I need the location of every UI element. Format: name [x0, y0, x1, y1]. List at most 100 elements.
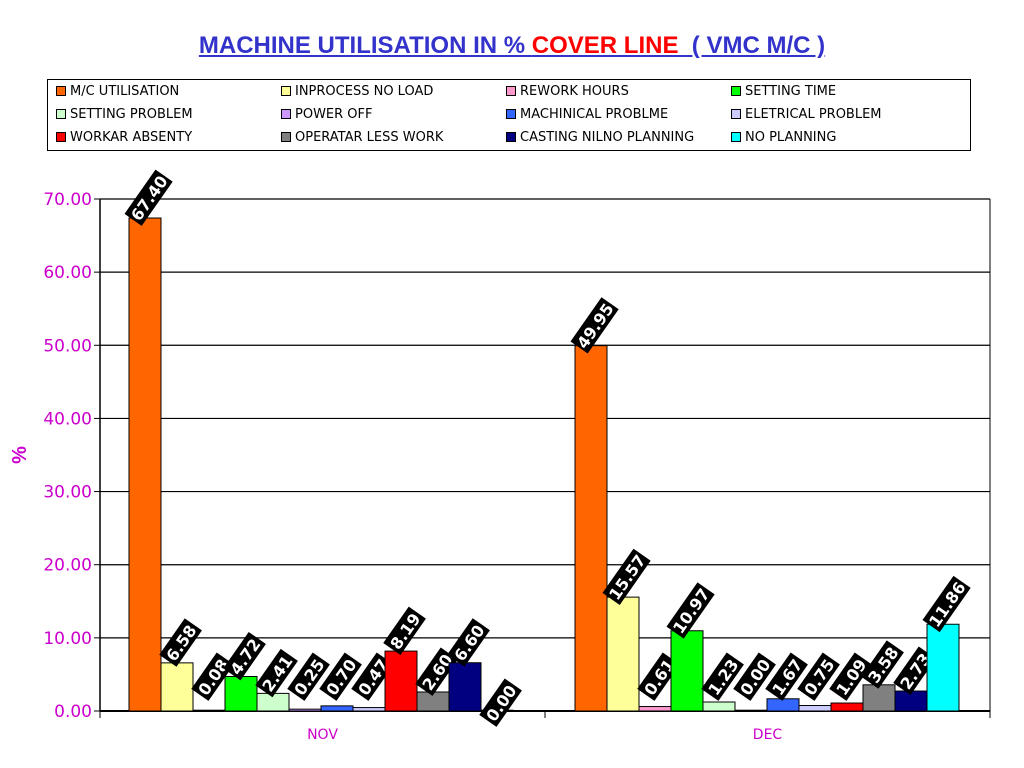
legend-item: SETTING PROBLEM — [56, 104, 193, 124]
y-tick-label: 30.00 — [43, 483, 92, 503]
data-label-box — [666, 582, 715, 639]
data-label-box — [765, 652, 808, 701]
bar — [862, 684, 896, 712]
legend-label: M/C UTILISATION — [70, 83, 180, 99]
bar — [320, 705, 354, 712]
bar — [288, 708, 322, 712]
data-label-box — [637, 652, 680, 701]
chart-title: MACHINE UTILISATION IN % COVER LINE ( VM… — [0, 32, 1024, 60]
data-label-box — [223, 631, 266, 681]
legend-item: MACHINICAL PROBLME — [506, 104, 668, 124]
data-label-box — [351, 652, 394, 701]
y-tick-label: 20.00 — [43, 556, 92, 576]
data-label-box — [255, 648, 298, 698]
data-label-box — [701, 652, 744, 701]
bar — [670, 630, 704, 712]
legend-label: REWORK HOURS — [520, 83, 629, 99]
data-label: 15.57 — [602, 548, 651, 605]
y-tick-label: 40.00 — [43, 409, 92, 429]
title-part1: MACHINE UTILISATION IN % — [198, 32, 532, 59]
bar — [830, 702, 864, 712]
data-label-box — [733, 652, 776, 701]
bar — [574, 345, 608, 712]
legend-item: NO PLANNING — [731, 127, 836, 147]
data-label-box — [287, 652, 330, 701]
legend-swatch — [56, 86, 66, 96]
data-label: 10.97 — [666, 582, 715, 639]
legend-item: M/C UTILISATION — [56, 81, 179, 101]
data-label-box — [159, 618, 202, 667]
data-label: 0.75 — [797, 652, 840, 701]
legend-label: OPERATAR LESS WORK — [295, 129, 444, 145]
data-label-box — [602, 548, 651, 605]
title-part3: ( VMC M/C ) — [685, 32, 826, 59]
legend-label: POWER OFF — [295, 106, 373, 122]
legend-swatch — [731, 132, 741, 142]
legend-label: SETTING PROBLEM — [70, 106, 193, 122]
y-axis-label: % — [9, 446, 31, 464]
bar — [384, 650, 418, 712]
bar — [606, 596, 640, 712]
data-label-box — [797, 652, 840, 701]
y-tick-label: 10.00 — [43, 629, 92, 649]
legend-swatch — [731, 109, 741, 119]
data-label-box — [124, 169, 173, 226]
legend-item: WORKAR ABSENTY — [56, 127, 192, 147]
chart-legend: M/C UTILISATION INPROCESS NO LOAD REWORK H… — [47, 79, 971, 151]
legend-item: CASTING NILNO PLANNING — [506, 127, 694, 147]
bar — [160, 662, 194, 712]
legend-item: ELETRICAL PROBLEM — [731, 104, 882, 124]
bar — [128, 217, 162, 712]
bar — [766, 698, 800, 712]
legend-swatch — [281, 132, 291, 142]
data-label: 0.00 — [733, 652, 776, 701]
legend-label: WORKAR ABSENTY — [70, 129, 193, 145]
legend-item: SETTING TIME — [731, 81, 836, 101]
bar — [798, 705, 832, 712]
data-label: 0.00 — [479, 678, 522, 727]
y-tick-label: 60.00 — [43, 263, 92, 283]
x-tick-label: NOV — [307, 727, 338, 743]
bar — [926, 623, 960, 712]
data-label-box — [191, 652, 234, 701]
data-label: 11.86 — [922, 575, 971, 633]
bar — [352, 707, 386, 712]
title-highlight: COVER LINE — [531, 32, 686, 59]
legend-item: REWORK HOURS — [506, 81, 629, 101]
legend-item: INPROCESS NO LOAD — [281, 81, 433, 101]
legend-label: SETTING TIME — [745, 83, 837, 99]
legend-label: INPROCESS NO LOAD — [295, 83, 434, 99]
data-label-box — [319, 652, 362, 701]
legend-swatch — [281, 109, 291, 119]
data-label-box — [861, 640, 904, 689]
data-label-box — [447, 618, 490, 667]
data-label-box — [479, 678, 522, 727]
legend-label: NO PLANNING — [745, 129, 837, 145]
bar — [734, 709, 768, 712]
bar — [448, 662, 482, 712]
bar — [702, 701, 736, 712]
data-label-box — [922, 575, 971, 633]
data-label-box — [383, 606, 426, 656]
legend-swatch — [56, 132, 66, 142]
data-label: 67.40 — [124, 169, 173, 226]
legend-swatch — [506, 132, 516, 142]
data-label: 4.72 — [223, 631, 266, 681]
bar — [224, 675, 258, 712]
data-label: 0.70 — [319, 652, 362, 701]
data-label: 1.23 — [701, 652, 744, 701]
legend-label: ELETRICAL PROBLEM — [745, 106, 882, 122]
y-tick-label: 50.00 — [43, 336, 92, 356]
data-label-box — [570, 297, 619, 354]
data-label: 6.58 — [159, 618, 202, 667]
bar — [638, 706, 672, 712]
legend-label: CASTING NILNO PLANNING — [520, 129, 695, 145]
x-tick-label: DEC — [753, 727, 783, 743]
legend-item: OPERATAR LESS WORK — [281, 127, 443, 147]
y-tick-label: 0.00 — [54, 702, 92, 722]
data-label-box — [893, 646, 936, 695]
legend-swatch — [281, 86, 291, 96]
legend-swatch — [506, 86, 516, 96]
bar — [192, 709, 226, 712]
